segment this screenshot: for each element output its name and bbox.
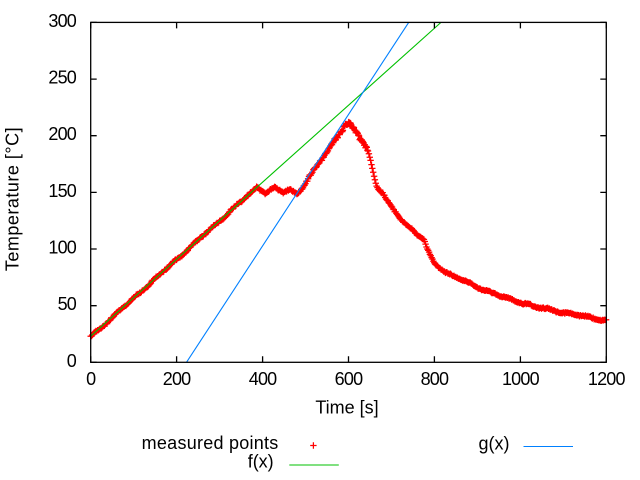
svg-text:250: 250 — [48, 68, 76, 88]
svg-text:600: 600 — [335, 369, 363, 389]
svg-text:1000: 1000 — [502, 369, 540, 389]
svg-text:150: 150 — [48, 181, 76, 201]
svg-text:300: 300 — [48, 11, 76, 31]
svg-text:1200: 1200 — [588, 369, 626, 389]
svg-text:200: 200 — [163, 369, 191, 389]
svg-text:Time [s]: Time [s] — [315, 398, 378, 418]
svg-text:50: 50 — [58, 294, 77, 314]
svg-text:0: 0 — [67, 351, 77, 371]
svg-text:100: 100 — [48, 238, 76, 258]
svg-text:200: 200 — [48, 124, 76, 144]
svg-text:400: 400 — [249, 369, 277, 389]
svg-text:measured points: measured points — [142, 433, 279, 453]
svg-text:g(x): g(x) — [479, 434, 510, 454]
svg-text:0: 0 — [86, 369, 96, 389]
svg-text:800: 800 — [421, 369, 449, 389]
svg-text:f(x): f(x) — [248, 452, 274, 472]
svg-text:Temperature [°C]: Temperature [°C] — [3, 127, 23, 271]
